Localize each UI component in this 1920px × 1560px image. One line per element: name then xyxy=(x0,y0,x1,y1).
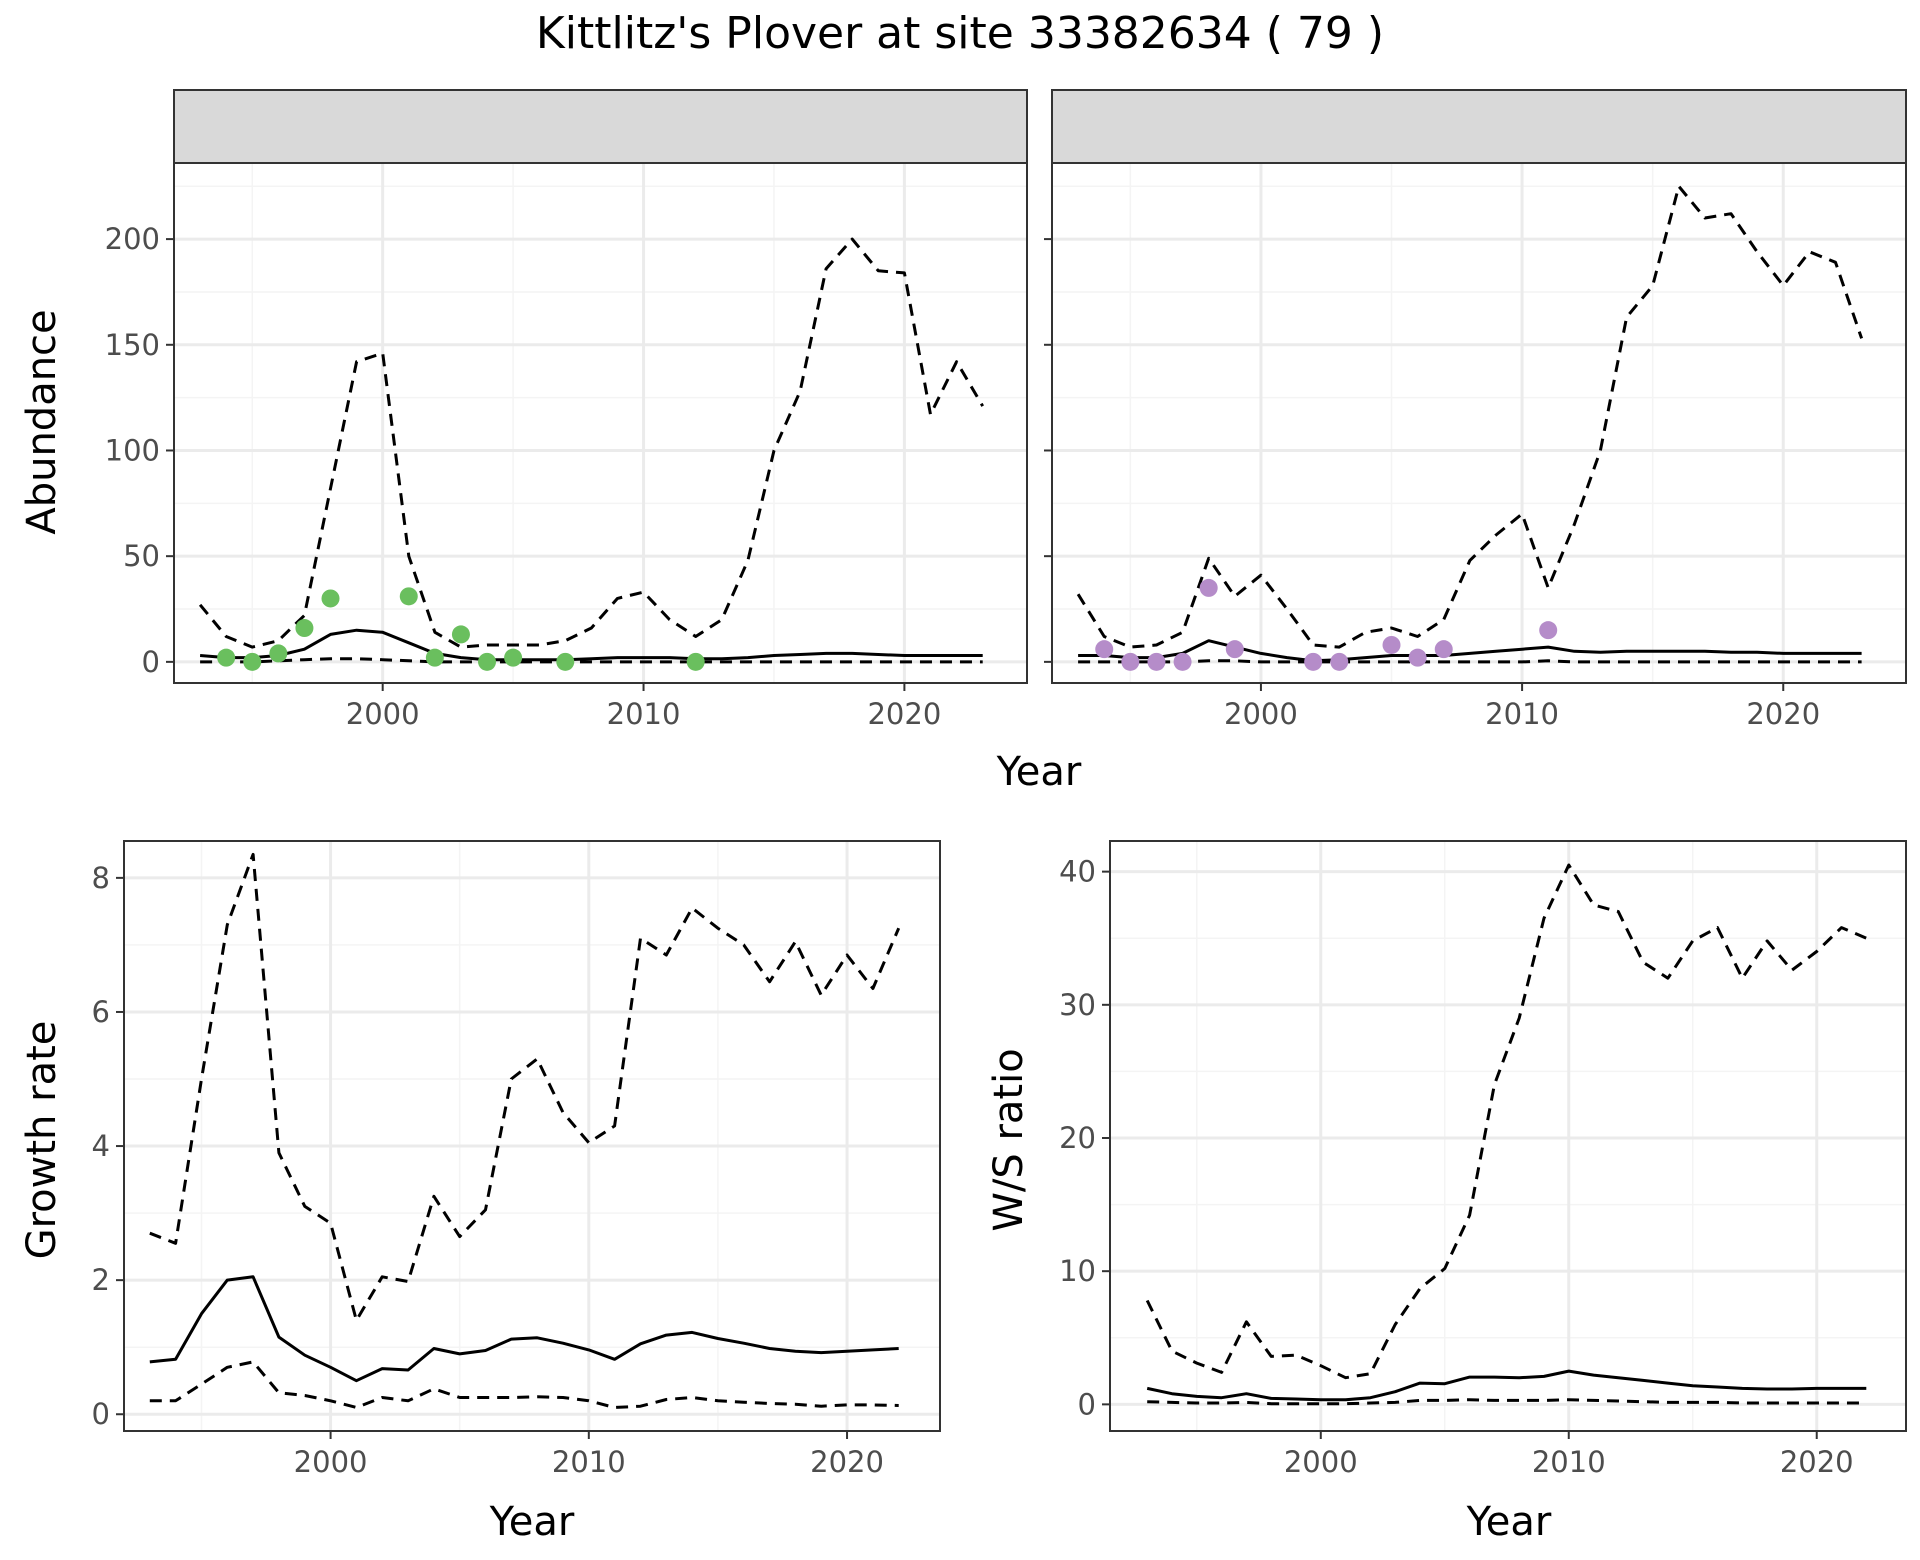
ratio-x-axis-title: Year xyxy=(1466,1499,1552,1545)
y-tick-label: 0 xyxy=(142,645,160,679)
series-line-lower-summer xyxy=(200,657,983,664)
series-line-upper-winter xyxy=(1076,184,1864,649)
abundance-x-axis-title: Year xyxy=(996,749,1082,795)
y-tick-label: 50 xyxy=(123,539,160,573)
data-point-winter xyxy=(1304,652,1323,671)
x-tick-label: 2020 xyxy=(1746,697,1820,731)
data-point-summer xyxy=(451,625,470,644)
x-tick-label: 2020 xyxy=(810,1445,884,1479)
series-line-upper-summer xyxy=(198,237,984,649)
data-point-winter xyxy=(1539,621,1558,640)
series-line-median-ratio xyxy=(1146,1369,1867,1402)
x-tick-label: 2010 xyxy=(607,697,681,731)
x-tick-label: 2000 xyxy=(1224,697,1298,731)
y-tick-label: 6 xyxy=(92,995,110,1029)
data-point-summer xyxy=(478,652,497,671)
data-point-winter xyxy=(1121,652,1140,671)
data-point-winter xyxy=(1434,640,1453,659)
y-tick-label: 30 xyxy=(1059,988,1096,1022)
x-tick-label: 2020 xyxy=(867,697,941,731)
y-tick-label: 0 xyxy=(1078,1387,1096,1421)
data-point-summer xyxy=(425,648,444,667)
y-tick-label: 8 xyxy=(92,861,110,895)
panel-background-growth xyxy=(124,841,940,1431)
data-point-summer xyxy=(243,652,262,671)
panel-background-ratio xyxy=(1110,841,1906,1431)
facet-strip-box-summer xyxy=(173,89,1028,164)
panel-background-summer xyxy=(174,163,1027,683)
x-tick-label: 2000 xyxy=(1284,1445,1358,1479)
data-point-summer xyxy=(217,648,236,667)
data-point-winter xyxy=(1408,648,1427,667)
y-tick-label: 20 xyxy=(1059,1121,1096,1155)
y-tick-label: 40 xyxy=(1059,855,1096,889)
panel-summer: 2000 2010 2020 0 50 100 150 200 xyxy=(105,89,1028,731)
panel-border-summer xyxy=(173,162,1028,684)
series-line-lower-winter xyxy=(1078,659,1862,664)
facet-strip-box-winter xyxy=(1051,89,1907,164)
growth-x-axis-title: Year xyxy=(489,1499,575,1545)
data-point-summer xyxy=(686,652,705,671)
panel-border-growth xyxy=(123,840,941,1432)
data-point-summer xyxy=(399,587,418,606)
data-point-summer xyxy=(269,644,288,663)
panel-border-winter xyxy=(1051,162,1907,684)
series-line-upper-ratio xyxy=(1145,863,1867,1380)
x-tick-label: 2010 xyxy=(552,1445,626,1479)
panel-ratio: 2000 2010 2020 0 10 20 30 40 xyxy=(1059,840,1907,1479)
panel-border-ratio xyxy=(1109,840,1907,1432)
y-tick-label: 200 xyxy=(105,222,160,256)
y-tick-label: 4 xyxy=(92,1129,110,1163)
data-point-winter xyxy=(1330,652,1349,671)
y-tick-label: 100 xyxy=(105,433,160,467)
abundance-y-axis-title: Abundance xyxy=(19,309,65,534)
growth-y-axis-title: Growth rate xyxy=(19,1021,65,1260)
panel-winter: 2000 2010 2020 xyxy=(1044,89,1907,731)
data-point-winter xyxy=(1173,652,1192,671)
data-point-summer xyxy=(504,648,523,667)
y-tick-label: 2 xyxy=(92,1263,110,1297)
chart-title: Kittlitz's Plover at site 33382634 ( 79 … xyxy=(536,8,1384,59)
data-point-summer xyxy=(556,652,575,671)
data-point-winter xyxy=(1225,640,1244,659)
data-point-summer xyxy=(295,619,314,638)
panel-background-winter xyxy=(1052,163,1906,683)
panel-growth: 2000 2010 2020 0 2 4 6 8 xyxy=(92,840,941,1479)
y-tick-label: 150 xyxy=(105,328,160,362)
x-tick-label: 2010 xyxy=(1532,1445,1606,1479)
ratio-y-axis-title: W/S ratio xyxy=(986,1048,1032,1231)
series-line-median-summer xyxy=(199,628,983,662)
series-line-lower-growth xyxy=(149,1360,899,1409)
series-line-median-winter xyxy=(1078,639,1862,663)
data-point-summer xyxy=(321,589,340,608)
x-tick-label: 2000 xyxy=(294,1445,368,1479)
data-point-winter xyxy=(1095,640,1114,659)
data-point-winter xyxy=(1382,635,1401,654)
x-tick-label: 2010 xyxy=(1485,697,1559,731)
data-point-winter xyxy=(1147,652,1166,671)
series-line-median-growth xyxy=(149,1275,899,1383)
x-tick-label: 2020 xyxy=(1780,1445,1854,1479)
y-tick-label: 0 xyxy=(92,1397,110,1431)
y-tick-label: 10 xyxy=(1059,1254,1096,1288)
data-point-winter xyxy=(1199,578,1218,597)
x-tick-label: 2000 xyxy=(346,697,420,731)
